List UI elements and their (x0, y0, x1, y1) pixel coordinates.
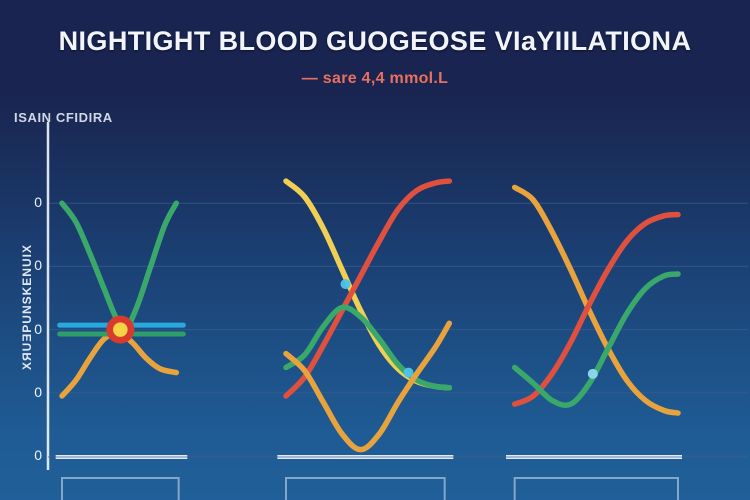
series-red-ascend (511, 211, 681, 407)
bracket-2 (285, 477, 446, 500)
y-tick-label: 0 (34, 383, 42, 400)
bracket-3 (513, 477, 679, 500)
gridlines (48, 202, 748, 457)
y-tick-label: 0 (34, 194, 42, 211)
page-title: NIGHTIGHT BLOOD GUOGEOSE VIaYIILATIONA (58, 26, 692, 56)
y-tick-label: 0 (34, 257, 42, 274)
series-orange-descend (511, 184, 681, 416)
target-marker-core (113, 322, 128, 337)
marker-layer (106, 279, 598, 379)
bracket-layer (61, 477, 679, 500)
bracket-1 (61, 477, 180, 500)
crossing-marker-b (403, 367, 414, 378)
series-orange-dip (283, 320, 453, 453)
crossing-marker-a (340, 279, 351, 290)
series-green-dip-rise (511, 271, 681, 409)
y-tick-label: 0 (34, 447, 42, 463)
chart-subtitle: — sare 4,4 mmol.L (301, 70, 449, 87)
axis-lines (46, 122, 748, 470)
legend-label: ISAIN CFIDIRA (14, 110, 113, 125)
series-yellow-descend (283, 178, 453, 391)
series-green-arc (283, 304, 453, 391)
y-tick-label: 0 (34, 320, 42, 337)
series-layer (57, 178, 681, 453)
crossing-marker-c (587, 368, 598, 379)
series-red-ascend (283, 178, 453, 399)
